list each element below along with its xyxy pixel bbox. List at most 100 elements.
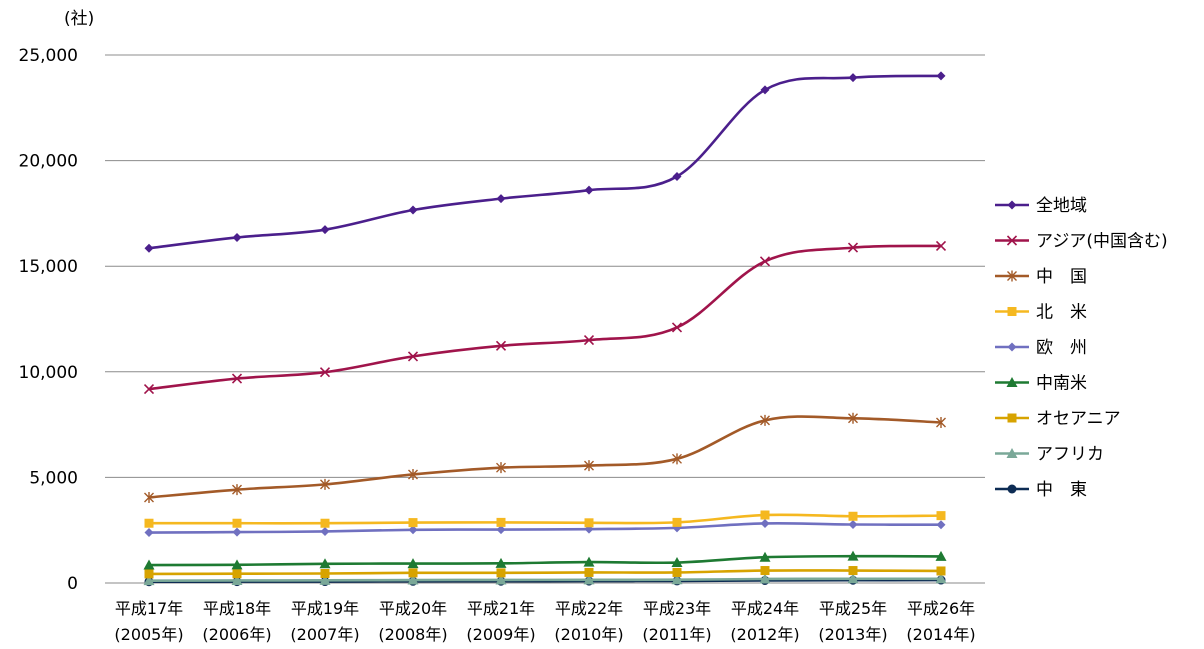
data-point — [936, 511, 946, 521]
data-point — [232, 484, 242, 496]
series — [144, 510, 946, 528]
data-point — [320, 225, 330, 235]
data-point — [672, 453, 682, 465]
data-point — [232, 232, 242, 242]
series — [143, 550, 947, 570]
series-line — [148, 244, 942, 391]
data-point — [759, 573, 771, 584]
x-tick-label: (2006年) — [202, 625, 271, 644]
x-tick-label: 平成17年 — [115, 599, 183, 618]
data-point — [144, 528, 154, 538]
data-point — [1007, 270, 1017, 282]
data-point — [936, 520, 946, 530]
legend-item: アジア(中国含む) — [995, 232, 1168, 252]
legend-label: オセアニア — [1036, 409, 1121, 429]
legend-label: アフリカ — [1036, 445, 1104, 465]
data-point — [848, 511, 858, 521]
y-tick-label: 25,000 — [19, 46, 78, 66]
x-tick-label: (2014年) — [906, 625, 975, 644]
x-tick-labels: 平成17年 (2005年) 平成18年 (2006年) 平成19年 (2007年) 平成20… — [114, 599, 975, 644]
data-point — [232, 569, 242, 579]
legend-label: アジア(中国含む) — [1036, 232, 1168, 252]
data-point — [1007, 307, 1017, 316]
data-point — [583, 574, 595, 585]
x-tick-label: 平成25年 — [819, 599, 887, 618]
data-point — [1006, 377, 1018, 387]
data-point — [848, 519, 858, 529]
data-point — [144, 569, 154, 579]
series — [144, 71, 946, 253]
data-point — [408, 205, 418, 215]
data-point — [936, 416, 946, 428]
data-point — [584, 185, 594, 195]
data-point — [936, 71, 946, 81]
data-point — [760, 414, 770, 426]
y-tick-label: 5,000 — [29, 468, 78, 488]
data-point — [320, 478, 330, 490]
data-point — [231, 373, 243, 384]
data-point — [671, 557, 683, 568]
data-point — [232, 518, 242, 528]
x-tick-label: 平成26年 — [907, 599, 975, 618]
data-point — [1006, 235, 1018, 246]
data-point — [232, 527, 242, 537]
x-tick-label: (2010年) — [554, 625, 623, 644]
y-unit-label: (社) — [64, 9, 94, 29]
legend-item: 北 米 — [995, 303, 1087, 323]
series-line — [148, 513, 942, 525]
data-point — [144, 518, 154, 528]
data-point — [672, 171, 682, 181]
data-point — [759, 256, 771, 267]
x-tick-label: (2005年) — [114, 625, 183, 644]
y-tick-label: 20,000 — [19, 152, 78, 172]
data-point — [760, 518, 770, 528]
data-point — [584, 518, 594, 528]
data-point — [848, 412, 858, 424]
data-point — [848, 73, 858, 83]
data-point — [936, 566, 946, 576]
series-line — [148, 577, 942, 582]
data-point — [1007, 413, 1017, 423]
data-point — [760, 510, 770, 520]
data-point — [935, 573, 947, 584]
data-point — [320, 526, 330, 536]
x-tick-label: (2013年) — [818, 625, 887, 644]
y-tick-label: 15,000 — [19, 257, 78, 277]
data-point — [407, 351, 419, 362]
data-point — [1007, 200, 1017, 210]
data-point — [143, 384, 155, 395]
x-tick-label: 平成21年 — [467, 599, 535, 618]
legend-item: アフリカ — [995, 445, 1104, 465]
legend-label: 中 東 — [1036, 480, 1087, 500]
x-tick-label: (2012年) — [730, 625, 799, 644]
data-point — [672, 567, 682, 577]
legend-label: 中 国 — [1036, 267, 1087, 287]
x-tick-label: (2008年) — [378, 625, 447, 644]
y-tick-label: 0 — [67, 574, 78, 594]
data-point — [144, 491, 154, 503]
y-tick-labels: 0 5,000 10,000 15,000 20,000 25,000 — [19, 46, 78, 594]
data-point — [935, 550, 947, 561]
series — [144, 412, 946, 503]
series-line — [148, 554, 942, 567]
series — [143, 573, 947, 586]
data-point — [496, 517, 506, 527]
data-point — [408, 525, 418, 535]
legend-item: 中 国 — [995, 267, 1087, 287]
data-point — [584, 567, 594, 577]
data-point — [583, 335, 595, 346]
legend-item: 中 東 — [995, 480, 1087, 500]
data-point — [496, 462, 506, 474]
x-tick-label: 平成24年 — [731, 599, 799, 618]
x-tick-label: 平成19年 — [291, 599, 359, 618]
legend-label: 欧 州 — [1036, 338, 1087, 358]
data-point — [231, 574, 243, 585]
data-point — [495, 557, 507, 568]
data-point — [408, 468, 418, 480]
x-tick-label: 平成20年 — [379, 599, 447, 618]
series-line — [148, 74, 942, 250]
data-point — [496, 194, 506, 204]
data-point — [672, 517, 682, 527]
